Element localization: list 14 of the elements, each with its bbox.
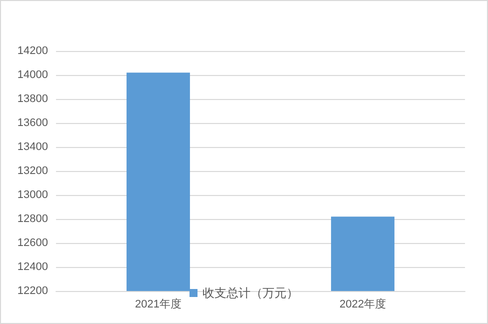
y-tick-label: 13000 [17, 189, 48, 201]
y-tick-label: 12200 [17, 285, 48, 297]
legend-label: 收支总计（万元） [202, 286, 298, 300]
x-tick-label: 2021年度 [135, 298, 182, 310]
y-tick-label: 13200 [17, 165, 48, 177]
x-tick-label: 2022年度 [340, 298, 386, 310]
y-tick-label: 12400 [17, 261, 48, 273]
y-tick-label: 13400 [17, 141, 48, 153]
y-tick-label: 13600 [17, 117, 48, 129]
y-tick-label: 12800 [17, 213, 48, 225]
y-tick-label: 14000 [17, 69, 48, 81]
y-tick-label: 14200 [17, 45, 48, 57]
y-tick-label: 12600 [17, 237, 48, 249]
y-tick-label: 13800 [17, 93, 48, 105]
